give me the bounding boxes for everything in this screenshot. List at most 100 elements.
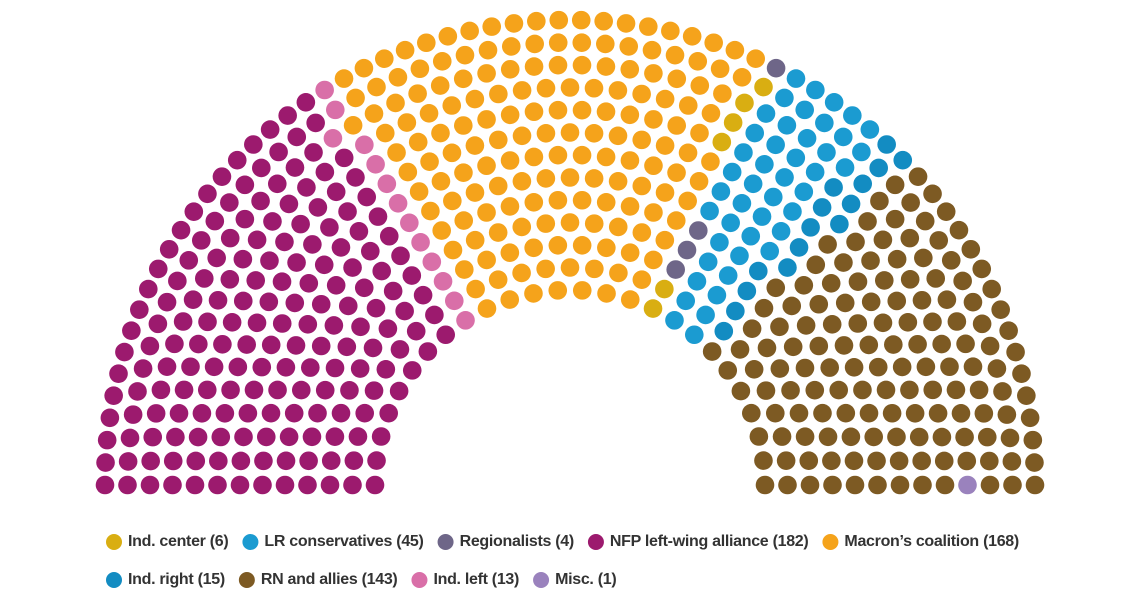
seat	[818, 427, 838, 447]
seat	[296, 93, 316, 112]
seat	[482, 17, 502, 36]
seat	[806, 80, 825, 100]
seat	[661, 21, 680, 41]
seat	[766, 135, 785, 155]
seat	[915, 211, 935, 231]
seat	[732, 194, 752, 213]
seat	[1000, 428, 1020, 448]
seat	[233, 249, 253, 269]
seat	[430, 76, 450, 95]
seat	[402, 361, 422, 380]
seat	[690, 76, 710, 95]
seat	[770, 359, 790, 378]
seat	[325, 100, 345, 120]
seat	[887, 291, 907, 311]
seat	[354, 278, 374, 298]
seat	[122, 321, 141, 340]
seat	[932, 427, 952, 447]
seat	[367, 77, 386, 97]
seat	[406, 321, 426, 341]
seat	[781, 381, 800, 400]
seat	[908, 334, 927, 354]
seat	[343, 258, 362, 277]
seat	[343, 475, 362, 495]
seat	[765, 403, 785, 423]
seat	[676, 291, 696, 311]
seat	[665, 45, 685, 65]
seat	[597, 238, 616, 258]
seat	[174, 380, 194, 400]
seat	[698, 252, 718, 272]
seat	[465, 230, 485, 250]
seat	[192, 404, 212, 423]
seat	[331, 403, 351, 423]
legend-label: Ind. left (13)	[433, 571, 519, 588]
seat	[766, 278, 786, 298]
seat	[644, 64, 663, 83]
seat	[757, 338, 777, 358]
seat	[760, 241, 780, 261]
seat	[1025, 475, 1045, 495]
seat	[889, 451, 909, 471]
seat	[500, 197, 520, 216]
seat	[436, 325, 456, 345]
seat	[841, 194, 861, 214]
seat	[882, 403, 902, 423]
legend-count: (13)	[492, 571, 519, 588]
seat	[455, 45, 475, 65]
seat	[993, 382, 1012, 401]
seat	[644, 203, 663, 222]
seat	[340, 381, 359, 400]
seat	[809, 294, 829, 314]
seat	[536, 259, 555, 279]
seat	[139, 279, 158, 299]
seat	[410, 59, 430, 79]
legend-name: Ind. left	[433, 571, 488, 588]
seat	[822, 451, 841, 471]
seat	[756, 381, 776, 400]
seat	[853, 174, 873, 194]
legend-label: Ind. center (6)	[128, 533, 228, 550]
seat	[386, 93, 405, 113]
seat	[689, 171, 709, 191]
legend-swatch	[437, 534, 454, 550]
seat	[743, 174, 763, 194]
seat	[928, 404, 948, 423]
seat	[684, 325, 704, 345]
seat	[677, 240, 697, 260]
seat	[221, 380, 240, 400]
seat	[707, 285, 727, 305]
seat	[500, 59, 520, 79]
legend-swatch	[106, 572, 122, 588]
seat	[276, 358, 296, 377]
seat	[489, 84, 508, 104]
seat	[766, 58, 786, 78]
seat	[778, 475, 797, 495]
seat	[548, 281, 568, 300]
seat	[377, 174, 397, 194]
seat	[524, 57, 544, 76]
seat	[746, 49, 766, 68]
seat	[337, 337, 357, 357]
seat	[141, 451, 160, 471]
seat	[346, 88, 365, 108]
seat	[525, 34, 544, 54]
legend-swatch	[822, 534, 839, 550]
seat	[980, 336, 1000, 356]
seat	[813, 403, 832, 423]
seat	[212, 167, 232, 186]
seat	[777, 116, 797, 135]
seat	[963, 292, 983, 312]
seat	[572, 100, 592, 120]
seat	[616, 14, 636, 33]
seat	[783, 202, 802, 221]
seat	[949, 220, 969, 240]
legend-label: Ind. right (15)	[128, 571, 225, 588]
seat	[291, 380, 311, 400]
seat	[504, 14, 524, 33]
seat	[350, 359, 370, 378]
seat	[151, 380, 171, 400]
seat	[140, 336, 160, 356]
seat	[363, 338, 383, 358]
seat	[572, 33, 592, 52]
